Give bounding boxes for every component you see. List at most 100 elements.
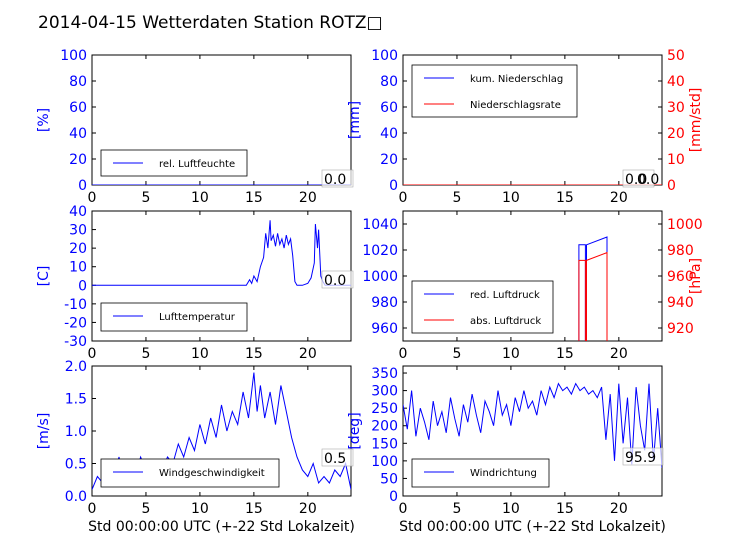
y-tick-label: 0.5 xyxy=(65,457,87,473)
x-tick-label: 0 xyxy=(399,501,408,517)
x-tick-label: 0 xyxy=(88,190,97,206)
y-tick-label: 150 xyxy=(371,436,398,452)
y-tick-label: 0 xyxy=(389,178,398,194)
y-tick-label: 0.0 xyxy=(65,489,87,505)
x-tick-label: 10 xyxy=(191,501,209,517)
x-tick-label: 20 xyxy=(610,346,628,362)
legend-label: Windrichtung xyxy=(470,468,537,479)
legend-label: red. Luftdruck xyxy=(470,290,540,301)
y2-tick-label: 980 xyxy=(667,243,694,259)
x-axis-label: Std 00:00:00 UTC (+-22 Std Lokalzeit) xyxy=(88,519,355,535)
y2-tick-label: 50 xyxy=(667,48,685,64)
panel-wind-speed: 0 5 10 15 20 0.0 0.5 1.0 1.5 2.0 [m/s] Std 00:00:00… xyxy=(36,359,355,535)
y-tick-label: 40 xyxy=(69,126,87,142)
y-tick-label: 0 xyxy=(389,489,398,505)
plot-frame xyxy=(402,365,663,497)
x-tick-label: 0 xyxy=(88,501,97,517)
y-tick-label: 980 xyxy=(371,295,398,311)
y-tick-label: 960 xyxy=(371,321,398,337)
y2-tick-label: 20 xyxy=(667,126,685,142)
panel-pressure: 0 5 10 15 20 960 980 1000 1020 1040 920 940 960 980 10… xyxy=(362,210,704,362)
y-tick-label: 200 xyxy=(371,419,398,435)
value-label: 0.0 xyxy=(324,172,346,188)
x-tick-label: 5 xyxy=(452,346,461,362)
panel-precip: 0 5 10 15 20 0 20 40 60 80 100 0 10 20 30 40 50 [mm] [mm/s… xyxy=(347,48,704,206)
y-tick-label: 60 xyxy=(69,100,87,116)
y-tick-label: -20 xyxy=(64,315,87,331)
y-tick-label: -30 xyxy=(64,334,87,350)
legend-box xyxy=(100,458,280,488)
x-tick-label: 15 xyxy=(556,346,574,362)
x-tick-label: 15 xyxy=(245,501,263,517)
y-tick-label: 350 xyxy=(371,366,398,382)
x-tick-label: 5 xyxy=(141,501,150,517)
value-label: 0.0 xyxy=(324,273,346,289)
legend-label: rel. Luftfeuchte xyxy=(159,159,235,170)
value-label: 0.5 xyxy=(324,451,346,467)
y-tick-label: 50 xyxy=(380,471,398,487)
y-tick-label: 1040 xyxy=(362,217,398,233)
y-tick-label: 100 xyxy=(371,48,398,64)
y2-tick-label: 10 xyxy=(667,152,685,168)
x-axis-label: Std 00:00:00 UTC (+-22 Std Lokalzeit) xyxy=(399,519,666,535)
legend-box xyxy=(100,302,248,332)
y-tick-label: -10 xyxy=(64,297,87,313)
x-tick-label: 20 xyxy=(299,501,317,517)
y-tick-label: 20 xyxy=(380,152,398,168)
y-tick-label: 30 xyxy=(69,223,87,239)
x-tick-label: 15 xyxy=(245,190,263,206)
x-tick-label: 15 xyxy=(245,346,263,362)
y-tick-label: 1.0 xyxy=(65,424,87,440)
series-line-pressure-1 xyxy=(578,251,608,341)
y2-tick-label: 940 xyxy=(667,295,694,311)
legend-label: kum. Niederschlag xyxy=(470,74,563,85)
y-axis-label: [m/s] xyxy=(36,413,52,450)
y-axis-label: [deg] xyxy=(347,412,363,449)
x-tick-label: 5 xyxy=(452,190,461,206)
x-tick-label: 0 xyxy=(399,346,408,362)
y-tick-label: 100 xyxy=(60,48,87,64)
legend-box xyxy=(411,458,550,488)
y-tick-label: 250 xyxy=(371,401,398,417)
value-box xyxy=(321,169,354,188)
x-tick-label: 5 xyxy=(141,190,150,206)
value-label: 95.9 xyxy=(625,450,656,466)
panel-temperature: 0 5 10 15 20 -30 -20 -10 0 10 20 30 40 [C] Lufttempera… xyxy=(36,204,354,362)
value-box xyxy=(622,169,655,188)
y-tick-label: 80 xyxy=(380,74,398,90)
y-tick-label: 80 xyxy=(69,74,87,90)
legend-box xyxy=(411,280,554,334)
y-axis-label: [%] xyxy=(36,108,52,132)
y-tick-label: 100 xyxy=(371,454,398,470)
x-tick-label: 20 xyxy=(299,346,317,362)
y-tick-label: 2.0 xyxy=(65,359,87,375)
y2-tick-label: 40 xyxy=(667,74,685,90)
x-tick-label: 10 xyxy=(502,501,520,517)
y-tick-label: 20 xyxy=(69,152,87,168)
y2-axis-label: [hPa] xyxy=(688,258,704,294)
x-tick-label: 20 xyxy=(299,190,317,206)
y2-tick-label: 960 xyxy=(667,269,694,285)
y-tick-label: 0 xyxy=(78,278,87,294)
y2-tick-label: 1000 xyxy=(667,217,703,233)
figure-title: 2014-04-15 Wetterdaten Station ROTZ□ xyxy=(38,13,383,33)
y2-tick-label: 0 xyxy=(667,178,676,194)
y-tick-label: 300 xyxy=(371,384,398,400)
y-tick-label: 40 xyxy=(69,204,87,220)
y-tick-label: 0 xyxy=(78,178,87,194)
x-tick-label: 0 xyxy=(399,190,408,206)
value-box xyxy=(321,448,354,467)
legend-label: Lufttemperatur xyxy=(159,312,236,323)
y-tick-label: 20 xyxy=(69,241,87,257)
y-tick-label: 1000 xyxy=(362,269,398,285)
legend-box xyxy=(411,64,578,118)
value-box xyxy=(321,270,354,289)
x-tick-label: 15 xyxy=(556,501,574,517)
x-tick-label: 20 xyxy=(610,501,628,517)
x-tick-label: 5 xyxy=(141,346,150,362)
y-tick-label: 10 xyxy=(69,260,87,276)
y-axis-label: [mm] xyxy=(347,101,363,139)
y2-tick-label: 920 xyxy=(667,321,694,337)
legend-label: Niederschlagsrate xyxy=(470,100,561,111)
